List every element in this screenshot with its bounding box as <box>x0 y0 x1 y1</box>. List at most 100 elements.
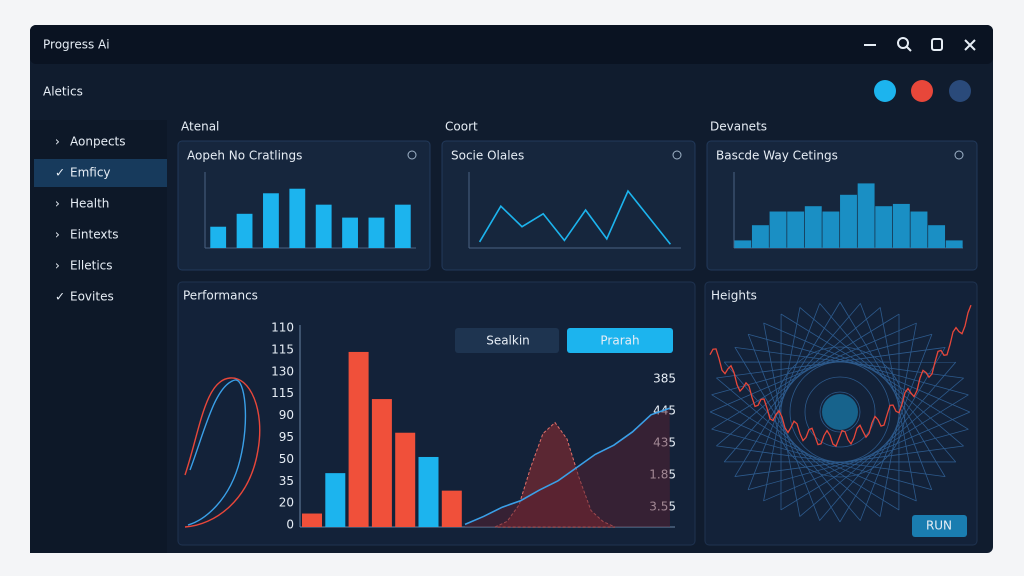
web-line <box>734 347 841 523</box>
y-tick-label: 110 <box>271 321 294 335</box>
section-label: Coort <box>445 120 478 134</box>
button[interactable] <box>455 328 559 353</box>
icon-button[interactable] <box>874 80 896 102</box>
button-label[interactable]: Sealkin <box>486 334 530 348</box>
sidebar-bullet: ✓ <box>55 166 65 180</box>
card-title: Bascde Way Cetings <box>716 149 838 163</box>
web-line <box>763 411 971 502</box>
web-line <box>723 361 861 521</box>
search[interactable] <box>897 37 909 49</box>
bar <box>371 399 392 527</box>
bar <box>325 473 346 527</box>
web-line <box>879 307 917 502</box>
web-line <box>839 301 946 477</box>
web-line <box>799 377 964 517</box>
web-line <box>711 428 933 491</box>
bar <box>394 204 411 248</box>
icon-button[interactable] <box>949 80 971 102</box>
bar <box>822 211 840 248</box>
button-label[interactable]: Prarah <box>600 334 639 348</box>
web-line <box>711 313 900 430</box>
button-label[interactable]: RUN <box>926 519 952 533</box>
y-tick-label: 115 <box>271 342 294 356</box>
button[interactable] <box>567 328 673 353</box>
sidebar-bullet: › <box>55 197 60 211</box>
web-line <box>839 347 946 523</box>
bar <box>787 211 805 248</box>
sidebar-bullet: › <box>55 259 60 273</box>
window-title: Progress Ai <box>43 38 110 52</box>
web-line <box>747 334 821 521</box>
panel-title: Performancs <box>183 289 258 303</box>
card-title: Aopeh No Cratlings <box>187 149 302 163</box>
bar <box>441 490 462 527</box>
sidebar <box>30 120 167 553</box>
sidebar-active[interactable] <box>34 159 167 187</box>
sidebar-item[interactable]: Aonpects <box>70 135 126 149</box>
y-tick-label: 90 <box>279 408 294 422</box>
close[interactable] <box>964 39 976 51</box>
bar <box>368 217 385 248</box>
bar <box>395 432 416 527</box>
card-icon[interactable] <box>672 150 682 160</box>
bar <box>289 188 306 248</box>
section-label: Devanets <box>710 120 767 134</box>
web-line <box>747 333 969 396</box>
bar <box>751 225 769 248</box>
bar <box>928 225 946 248</box>
area <box>465 408 670 527</box>
y-tick-label: 115 <box>271 386 294 400</box>
y-tick-label: 50 <box>279 452 294 466</box>
button[interactable] <box>912 515 967 537</box>
web-line <box>747 428 969 491</box>
web-line <box>716 377 881 517</box>
y-tick-label: 35 <box>279 474 294 488</box>
bar <box>804 206 822 248</box>
window-controls[interactable] <box>864 37 976 52</box>
web-ring <box>804 376 876 448</box>
bar <box>236 213 253 248</box>
web-line <box>734 301 841 477</box>
web-line <box>780 394 969 511</box>
web-ring <box>774 346 906 478</box>
web-line <box>711 394 900 511</box>
bar <box>210 226 227 248</box>
web-core <box>822 394 858 430</box>
web-ring <box>819 391 861 433</box>
card-title: Socie Olales <box>451 149 524 163</box>
sidebar-item[interactable]: Emficy <box>70 166 111 180</box>
web-line <box>763 322 801 517</box>
bar <box>302 513 322 527</box>
web-pattern <box>709 301 971 523</box>
bar <box>840 194 857 248</box>
bar <box>892 203 910 248</box>
card-icon[interactable] <box>954 150 964 160</box>
sidebar-item[interactable]: Eovites <box>70 290 114 304</box>
swirl <box>187 379 247 526</box>
web-line <box>799 307 964 447</box>
noise-line <box>709 304 972 448</box>
web-line <box>716 307 881 447</box>
sidebar-item[interactable]: Eintexts <box>70 228 118 242</box>
web-line <box>709 411 917 502</box>
web-line <box>859 303 933 490</box>
bar <box>769 211 787 248</box>
bar <box>418 456 439 527</box>
bar <box>857 183 875 248</box>
sidebar-item[interactable]: Elletics <box>70 259 113 273</box>
section-label: Atenal <box>181 120 219 134</box>
bar <box>342 217 358 248</box>
web-line <box>723 303 861 463</box>
web-line <box>819 303 957 463</box>
card-icon[interactable] <box>407 150 417 160</box>
web-line <box>879 322 917 517</box>
bar <box>875 206 893 248</box>
sidebar-item[interactable]: Health <box>70 197 109 211</box>
icon-button[interactable] <box>911 80 933 102</box>
bar <box>734 240 752 248</box>
clip[interactable] <box>931 38 943 51</box>
line <box>464 407 670 526</box>
panel-title: Heights <box>711 289 757 303</box>
